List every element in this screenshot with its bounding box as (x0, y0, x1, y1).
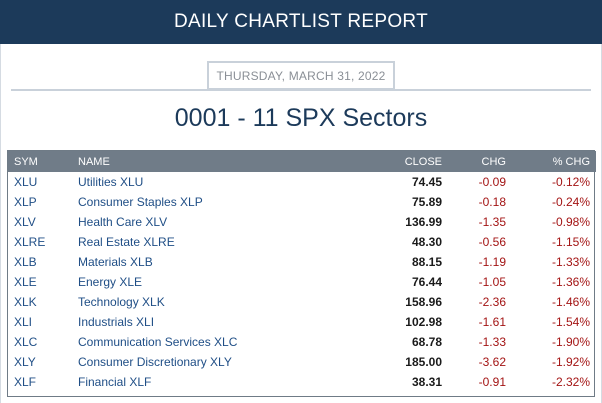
percent-change-value: -1.92% (551, 355, 590, 369)
change-value: -3.62 (478, 355, 506, 369)
percent-change-value: -1.46% (551, 295, 590, 309)
report-header-bar: DAILY CHARTLIST REPORT (0, 0, 602, 44)
column-header-close[interactable]: CLOSE (404, 155, 442, 168)
close-value: 48.30 (411, 235, 442, 249)
table-row[interactable]: XLI Industrials XLI 102.98 -1.61 -1.54% (8, 312, 596, 332)
change-value: -0.56 (478, 235, 506, 249)
percent-change-value: -0.12% (551, 175, 590, 189)
close-value: 74.45 (411, 175, 442, 189)
column-header-chg[interactable]: CHG (481, 155, 506, 168)
change-value: -1.35 (478, 215, 506, 229)
sector-name-link[interactable]: Communication Services XLC (78, 335, 238, 349)
close-value: 75.89 (411, 195, 442, 209)
report-header-title: DAILY CHARTLIST REPORT (173, 11, 429, 32)
sector-name-link[interactable]: Utilities XLU (78, 175, 144, 189)
chartlist-title: 0001 - 11 SPX Sectors (174, 104, 428, 132)
table-row[interactable]: XLRE Real Estate XLRE 48.30 -0.56 -1.15% (8, 232, 596, 252)
percent-change-value: -0.98% (551, 215, 590, 229)
symbol-link[interactable]: XLE (14, 275, 37, 289)
symbol-link[interactable]: XLRE (14, 235, 46, 249)
close-value: 102.98 (405, 315, 442, 329)
change-value: -0.91 (478, 375, 506, 389)
change-value: -0.18 (478, 195, 506, 209)
sector-name-link[interactable]: Health Care XLV (78, 215, 168, 229)
close-value: 76.44 (411, 275, 442, 289)
sector-table: SYM NAME CLOSE CHG % CHG XLU Utilities XL… (8, 151, 596, 392)
sector-name-link[interactable]: Industrials XLI (78, 315, 155, 329)
report-date-box: THURSDAY, MARCH 31, 2022 (207, 61, 395, 90)
table-body: XLU Utilities XLU 74.45 -0.09 -0.12% XLP Consu… (8, 172, 596, 392)
symbol-link[interactable]: XLF (14, 375, 37, 389)
percent-change-value: -1.36% (551, 275, 590, 289)
column-header-pct-chg[interactable]: % CHG (552, 155, 590, 168)
symbol-link[interactable]: XLI (14, 315, 33, 329)
sector-name-link[interactable]: Consumer Staples XLP (78, 195, 203, 209)
percent-change-value: -1.33% (551, 255, 590, 269)
close-value: 185.00 (405, 355, 442, 369)
sector-name-link[interactable]: Consumer Discretionary XLY (78, 355, 232, 369)
change-value: -1.61 (478, 315, 506, 329)
table-row[interactable]: XLV Health Care XLV 136.99 -1.35 -0.98% (8, 212, 596, 232)
sector-name-link[interactable]: Materials XLB (78, 255, 153, 269)
change-value: -2.36 (478, 295, 506, 309)
symbol-link[interactable]: XLC (14, 335, 38, 349)
symbol-link[interactable]: XLV (14, 215, 36, 229)
change-value: -1.19 (478, 255, 506, 269)
table-header-row: SYM NAME CLOSE CHG % CHG (8, 151, 596, 172)
change-value: -1.05 (478, 275, 506, 289)
symbol-link[interactable]: XLB (14, 255, 37, 269)
percent-change-value: -2.32% (551, 375, 590, 389)
sector-name-link[interactable]: Technology XLK (78, 295, 165, 309)
change-value: -1.33 (478, 335, 506, 349)
symbol-link[interactable]: XLU (14, 175, 38, 189)
report-date: THURSDAY, MARCH 31, 2022 (216, 68, 386, 83)
percent-change-value: -1.54% (551, 315, 590, 329)
table-row[interactable]: XLB Materials XLB 88.15 -1.19 -1.33% (8, 252, 596, 272)
close-value: 88.15 (411, 255, 442, 269)
close-value: 68.78 (411, 335, 442, 349)
percent-change-value: -0.24% (551, 195, 590, 209)
table-row[interactable]: XLU Utilities XLU 74.45 -0.09 -0.12% (8, 172, 596, 192)
symbol-link[interactable]: XLK (14, 295, 37, 309)
table-row[interactable]: XLP Consumer Staples XLP 75.89 -0.18 -0.24% (8, 192, 596, 212)
column-header-name[interactable]: NAME (78, 155, 110, 168)
change-value: -0.09 (478, 175, 506, 189)
close-value: 38.31 (411, 375, 442, 389)
table-row[interactable]: XLE Energy XLE 76.44 -1.05 -1.36% (8, 272, 596, 292)
table-row[interactable]: XLF Financial XLF 38.31 -0.91 -2.32% (8, 372, 596, 392)
symbol-link[interactable]: XLP (14, 195, 37, 209)
sector-name-link[interactable]: Real Estate XLRE (78, 235, 175, 249)
sector-name-link[interactable]: Financial XLF (78, 375, 152, 389)
percent-change-value: -1.15% (551, 235, 590, 249)
sector-name-link[interactable]: Energy XLE (78, 275, 143, 289)
close-value: 136.99 (405, 215, 442, 229)
percent-change-value: -1.90% (551, 335, 590, 349)
close-value: 158.96 (405, 295, 442, 309)
table-row[interactable]: XLC Communication Services XLC 68.78 -1.33 -… (8, 332, 596, 352)
date-divider (11, 89, 591, 91)
table-row[interactable]: XLK Technology XLK 158.96 -2.36 -1.46% (8, 292, 596, 312)
column-header-sym[interactable]: SYM (14, 155, 38, 168)
symbol-link[interactable]: XLY (14, 355, 36, 369)
sector-table-container: SYM NAME CLOSE CHG % CHG XLU Utilities XL… (7, 150, 596, 397)
table-row[interactable]: XLY Consumer Discretionary XLY 185.00 -3.62… (8, 352, 596, 372)
